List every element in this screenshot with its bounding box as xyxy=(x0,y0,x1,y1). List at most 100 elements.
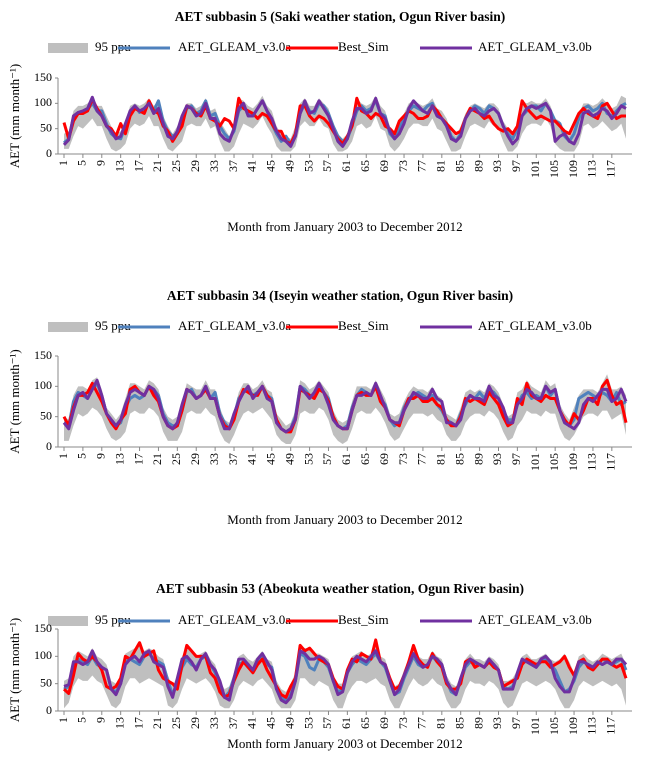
x-tick-label: 45 xyxy=(264,453,278,465)
x-tick-label: 21 xyxy=(150,160,164,172)
x-tick-label: 49 xyxy=(282,453,296,465)
x-tick-label: 21 xyxy=(150,453,164,465)
x-tick-label: 73 xyxy=(396,717,410,729)
x-tick-label: 37 xyxy=(226,160,240,172)
x-tick-label: 113 xyxy=(585,160,599,178)
x-tick-label: 29 xyxy=(188,160,202,172)
x-tick-label: 53 xyxy=(301,453,315,465)
x-tick-label: 101 xyxy=(528,717,542,735)
x-tick-label: 109 xyxy=(566,717,580,735)
x-tick-label: 81 xyxy=(434,717,448,729)
x-tick-label: 49 xyxy=(282,160,296,172)
y-tick-label: 50 xyxy=(40,675,52,689)
x-tick-label: 17 xyxy=(131,717,145,729)
y-axis-label: AET (mm month⁻¹) xyxy=(7,349,22,453)
x-tick-label: 61 xyxy=(339,717,353,729)
x-tick-label: 5 xyxy=(75,160,89,166)
x-tick-label: 17 xyxy=(131,453,145,465)
x-tick-label: 5 xyxy=(75,453,89,459)
x-tick-label: 101 xyxy=(528,453,542,471)
series-line xyxy=(62,95,627,148)
x-tick-label: 101 xyxy=(528,160,542,178)
x-tick-label: 69 xyxy=(377,453,391,465)
x-tick-label: 77 xyxy=(415,453,429,465)
x-tick-label: 1 xyxy=(56,717,70,723)
x-tick-label: 65 xyxy=(358,453,372,465)
legend-label: Best_Sim xyxy=(338,612,389,627)
x-tick-label: 93 xyxy=(490,453,504,465)
legend-label: AET_GLEAM_v3.0a xyxy=(178,612,291,627)
x-tick-label: 33 xyxy=(207,453,221,465)
series-line xyxy=(62,378,628,434)
x-axis-label: Month form January 2003 ot December 2012 xyxy=(227,736,462,751)
x-tick-label: 77 xyxy=(415,717,429,729)
legend-swatch xyxy=(48,322,88,332)
x-tick-label: 9 xyxy=(94,160,108,166)
legend-label: AET_GLEAM_v3.0b xyxy=(478,318,592,333)
uncertainty-band xyxy=(64,374,626,444)
x-tick-label: 117 xyxy=(604,453,618,471)
x-tick-label: 41 xyxy=(245,453,259,465)
x-tick-label: 53 xyxy=(301,717,315,729)
chart-title: AET subbasin 53 (Abeokuta weather statio… xyxy=(156,581,524,596)
x-tick-label: 61 xyxy=(339,160,353,172)
x-axis-label: Month from January 2003 to December 2012 xyxy=(227,512,462,527)
x-tick-label: 81 xyxy=(434,160,448,172)
legend-label: 95 ppu xyxy=(95,612,131,627)
x-tick-label: 25 xyxy=(169,453,183,465)
x-tick-label: 57 xyxy=(320,717,334,729)
x-tick-label: 45 xyxy=(264,160,278,172)
x-tick-label: 85 xyxy=(452,160,466,172)
x-tick-label: 25 xyxy=(169,717,183,729)
x-tick-label: 89 xyxy=(471,160,485,172)
x-tick-label: 65 xyxy=(358,160,372,172)
x-tick-label: 65 xyxy=(358,717,372,729)
x-tick-label: 97 xyxy=(509,717,523,729)
series-line xyxy=(63,649,628,705)
x-tick-label: 13 xyxy=(112,160,126,172)
x-tick-label: 117 xyxy=(604,717,618,735)
x-tick-label: 109 xyxy=(566,160,580,178)
x-tick-label: 13 xyxy=(112,717,126,729)
x-tick-label: 21 xyxy=(150,717,164,729)
x-tick-label: 77 xyxy=(415,160,429,172)
y-axis-label: AET (mm month⁻¹) xyxy=(7,64,22,168)
y-tick-label: 0 xyxy=(46,439,52,453)
x-tick-label: 1 xyxy=(56,160,70,166)
x-tick-label: 105 xyxy=(547,453,561,471)
legend-label: AET_GLEAM_v3.0b xyxy=(478,39,592,54)
legend-label: AET_GLEAM_v3.0a xyxy=(178,318,291,333)
x-tick-label: 1 xyxy=(56,453,70,459)
x-tick-label: 73 xyxy=(396,453,410,465)
y-tick-label: 100 xyxy=(34,378,52,392)
x-tick-label: 53 xyxy=(301,160,315,172)
x-tick-label: 49 xyxy=(282,717,296,729)
x-tick-label: 89 xyxy=(471,717,485,729)
x-tick-label: 9 xyxy=(94,453,108,459)
y-tick-label: 100 xyxy=(34,648,52,662)
legend-swatch xyxy=(48,616,88,626)
legend-swatch xyxy=(48,43,88,53)
x-tick-label: 97 xyxy=(509,453,523,465)
x-tick-label: 93 xyxy=(490,717,504,729)
legend-label: 95 ppu xyxy=(95,39,131,54)
x-tick-label: 93 xyxy=(490,160,504,172)
x-tick-label: 105 xyxy=(547,717,561,735)
y-tick-label: 150 xyxy=(34,621,52,635)
x-tick-label: 33 xyxy=(207,160,221,172)
x-tick-label: 81 xyxy=(434,453,448,465)
x-tick-label: 57 xyxy=(320,160,334,172)
x-tick-label: 37 xyxy=(226,453,240,465)
chart-title: AET subbasin 34 (Iseyin weather station,… xyxy=(167,288,513,303)
y-tick-label: 50 xyxy=(40,408,52,422)
chart: AET subbasin 34 (Iseyin weather station,… xyxy=(7,288,632,527)
y-tick-label: 150 xyxy=(34,70,52,84)
x-tick-label: 61 xyxy=(339,453,353,465)
y-tick-label: 50 xyxy=(40,120,52,134)
x-tick-label: 13 xyxy=(112,453,126,465)
x-tick-label: 37 xyxy=(226,717,240,729)
x-tick-label: 25 xyxy=(169,160,183,172)
legend-label: AET_GLEAM_v3.0b xyxy=(478,612,592,627)
y-tick-label: 0 xyxy=(46,146,52,160)
chart: AET subbasin 53 (Abeokuta weather statio… xyxy=(7,581,632,751)
